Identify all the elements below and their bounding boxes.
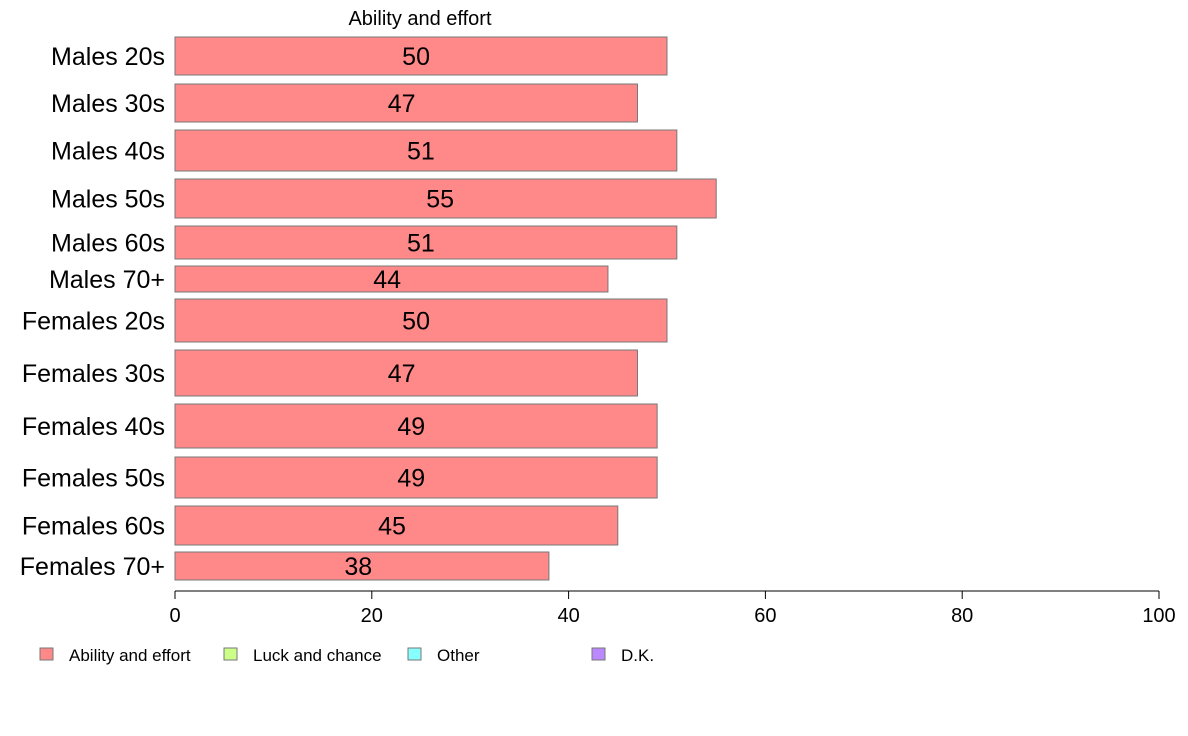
x-tick-label: 40 — [557, 605, 579, 627]
legend-swatch — [591, 647, 606, 661]
category-label: Females 20s — [22, 308, 165, 336]
legend-swatch — [407, 647, 422, 661]
bar — [174, 129, 678, 172]
category-label: Males 70+ — [49, 266, 165, 294]
data-label: 47 — [388, 90, 416, 118]
bar — [174, 349, 638, 397]
x-tick-label: 20 — [361, 605, 383, 627]
bar — [174, 298, 668, 343]
bar — [174, 178, 717, 219]
category-label: Females 70+ — [20, 553, 165, 581]
category-label: Males 40s — [51, 138, 165, 166]
bar — [174, 403, 658, 449]
legend-swatch — [39, 647, 54, 661]
category-label: Males 30s — [51, 90, 165, 118]
bar — [174, 225, 678, 260]
x-tick-label: 100 — [1142, 605, 1175, 627]
bar — [174, 265, 609, 293]
data-label: 45 — [378, 513, 406, 541]
x-axis: 0 20 40 60 80 100 — [169, 590, 1176, 627]
data-label: 47 — [388, 360, 416, 388]
category-label: Females 40s — [22, 413, 165, 441]
bar — [174, 36, 668, 76]
data-label: 51 — [407, 230, 435, 258]
x-tick-label: 80 — [951, 605, 973, 627]
bar — [174, 551, 550, 581]
bar — [174, 456, 658, 499]
data-label: 55 — [426, 186, 454, 214]
x-tick-label: 60 — [754, 605, 776, 627]
category-label: Females 60s — [22, 513, 165, 541]
legend-label: Ability and effort — [69, 646, 191, 665]
category-label: Males 60s — [51, 230, 165, 258]
legend-swatch — [223, 647, 238, 661]
category-label: Males 20s — [51, 43, 165, 71]
data-label: 49 — [397, 465, 425, 493]
data-label: 50 — [402, 308, 430, 336]
chart-title: Ability and effort — [348, 8, 491, 30]
bar — [174, 83, 638, 123]
category-label: Males 50s — [51, 186, 165, 214]
data-label: 49 — [397, 413, 425, 441]
x-tick-label: 0 — [169, 605, 180, 627]
legend: Ability and effort Luck and chance Other D.… — [39, 646, 654, 665]
data-label: 44 — [373, 266, 401, 294]
legend-label: D.K. — [621, 646, 654, 665]
data-label: 50 — [402, 43, 430, 71]
data-label: 51 — [407, 138, 435, 166]
legend-label: Other — [437, 646, 480, 665]
bar — [174, 505, 619, 546]
bars-group: Males 20s 50 Males 30s 47 Males 40s 51 Males 5… — [20, 36, 717, 581]
data-label: 38 — [344, 553, 372, 581]
category-label: Females 50s — [22, 465, 165, 493]
legend-label: Luck and chance — [253, 646, 382, 665]
category-label: Females 30s — [22, 360, 165, 388]
